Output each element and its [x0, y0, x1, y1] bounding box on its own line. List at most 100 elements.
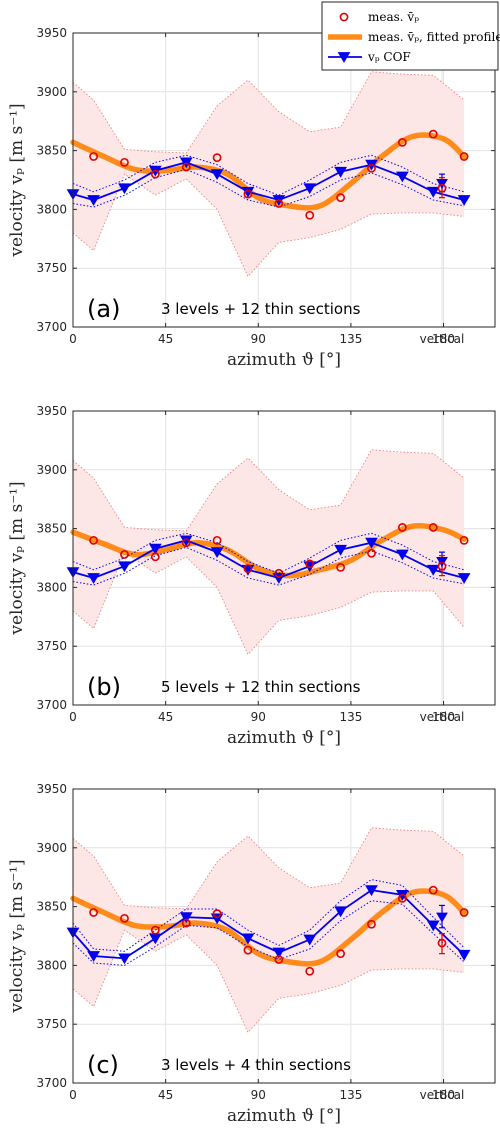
x-tick-label-vertical: vertical: [420, 1088, 465, 1102]
y-tick-label: 3900: [36, 841, 67, 855]
x-tick-label: 180: [432, 332, 455, 346]
x-tick-label: 0: [69, 710, 77, 724]
measured-point: [367, 163, 376, 173]
cof-marker: [395, 549, 409, 561]
measured-point: [150, 552, 160, 562]
x-tick-label: 90: [251, 710, 266, 724]
measured-point: [428, 129, 438, 139]
measured-point: [212, 153, 222, 163]
measured-band-upper-line: [72, 449, 465, 532]
measured-point: [89, 152, 98, 161]
panel-annotation: 3 levels + 4 thin sections: [161, 1056, 351, 1074]
measured-band-upper-line: [72, 827, 465, 910]
y-tick-label: 3750: [36, 639, 67, 653]
cof-lower-line: [72, 546, 465, 586]
legend-label-cof: vₚ COF: [367, 50, 411, 64]
measured-point: [336, 563, 346, 572]
x-tick-label: 45: [158, 710, 173, 724]
cof-marker: [210, 547, 224, 559]
measured-point: [305, 210, 315, 220]
cof-marker: [457, 573, 471, 584]
panel-label: (c): [87, 1051, 119, 1079]
measured-point: [150, 925, 160, 935]
cof-marker: [272, 947, 286, 959]
cof-marker: [118, 953, 131, 965]
measured-point: [428, 885, 438, 895]
legend-label-fit: meas. v̄ₚ, fitted profile: [368, 30, 500, 44]
measured-point: [397, 893, 407, 903]
measured-band-upper-line: [72, 71, 465, 154]
cof-marker: [87, 195, 100, 206]
x-tick-label: 45: [158, 332, 173, 346]
y-axis-label: velocity vₚ [m s⁻¹]: [7, 481, 27, 635]
measured-point: [305, 966, 315, 976]
legend-cof-marker: [337, 52, 351, 63]
measured-uncertainty-band: [73, 71, 465, 277]
measured-point: [336, 949, 346, 959]
vertical-cof-marker: [436, 557, 448, 568]
measured-point: [120, 550, 129, 559]
fitted-profile-line: [70, 888, 467, 967]
measured-point: [212, 909, 222, 919]
vertical-cof-marker: [436, 912, 448, 923]
fitted-profile-line: [70, 132, 467, 211]
measured-point: [367, 548, 376, 558]
y-tick-label: 3850: [36, 522, 67, 536]
measured-point: [243, 564, 253, 573]
y-tick-label: 3900: [36, 85, 67, 99]
x-tick-label: 90: [251, 1088, 266, 1102]
cof-marker: [241, 933, 255, 945]
cof-marker: [426, 920, 440, 932]
measured-point: [274, 955, 284, 964]
measured-point: [120, 913, 129, 923]
y-tick-label: 3950: [36, 26, 67, 40]
y-axis-label: velocity vₚ [m s⁻¹]: [7, 103, 27, 257]
cof-marker: [334, 166, 347, 178]
measured-point: [305, 559, 315, 569]
measured-point: [181, 538, 191, 548]
cof-marker: [334, 906, 347, 918]
measured-point: [428, 523, 438, 532]
cof-marker: [426, 186, 440, 198]
measured-point: [89, 908, 98, 917]
y-tick-label: 3800: [36, 958, 67, 972]
y-tick-label: 3800: [36, 580, 67, 594]
measured-point: [274, 568, 284, 578]
y-tick-label: 3700: [36, 698, 67, 712]
measured-point: [120, 157, 129, 167]
y-tick-label: 3800: [36, 202, 67, 216]
legend-label-measured: meas. v̄ₚ: [368, 10, 419, 24]
vertical-measured-marker: [437, 938, 447, 948]
y-tick-label: 3950: [36, 404, 67, 418]
measured-uncertainty-band: [73, 827, 465, 1033]
cof-marker: [148, 543, 162, 555]
x-tick-label: 180: [432, 1088, 455, 1102]
cof-marker: [457, 195, 471, 206]
axes-frame: [72, 32, 496, 328]
y-tick-label: 3950: [36, 782, 67, 796]
y-tick-label: 3850: [36, 900, 67, 914]
cof-marker: [210, 169, 224, 181]
y-tick-label: 3850: [36, 144, 67, 158]
cof-marker: [426, 564, 440, 576]
measured-point: [181, 162, 191, 172]
measured-point: [459, 535, 469, 545]
y-tick-label: 3700: [36, 320, 67, 334]
cof-marker: [118, 561, 131, 573]
x-tick-label: 135: [339, 1088, 362, 1102]
cof-marker: [303, 934, 317, 946]
vertical-cof-marker: [436, 179, 448, 190]
legend-measured-marker: [339, 12, 349, 22]
measured-uncertainty-band: [73, 449, 465, 655]
cof-lower-line: [72, 168, 465, 208]
x-tick-label: 135: [339, 332, 362, 346]
x-tick-label-vertical: vertical: [420, 710, 465, 724]
x-tick-label: 90: [251, 332, 266, 346]
cof-marker: [365, 537, 378, 549]
measured-point: [243, 945, 253, 955]
panel-annotation: 5 levels + 12 thin sections: [161, 678, 361, 696]
